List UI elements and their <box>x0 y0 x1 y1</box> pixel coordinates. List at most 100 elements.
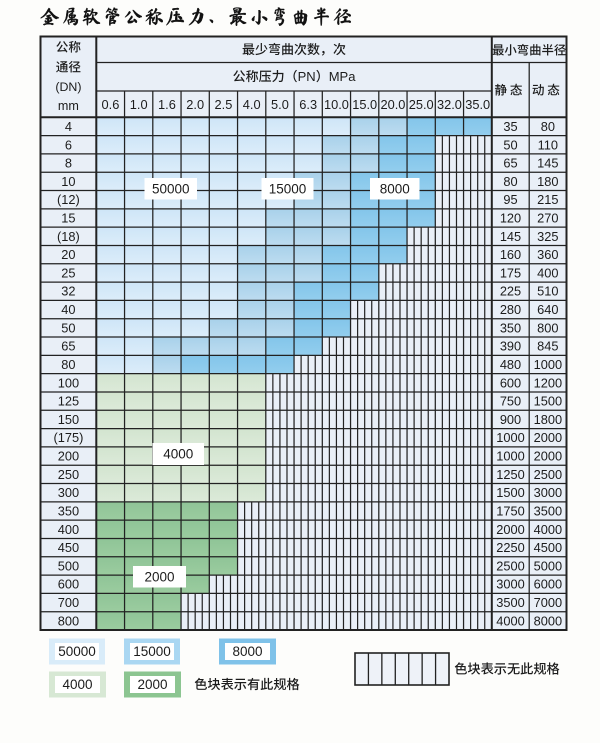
svg-text:360: 360 <box>537 247 558 262</box>
svg-text:125: 125 <box>58 394 79 409</box>
svg-text:65: 65 <box>503 156 517 171</box>
svg-text:450: 450 <box>58 540 79 555</box>
svg-text:700: 700 <box>58 595 79 610</box>
svg-text:1250: 1250 <box>496 467 524 482</box>
svg-text:270: 270 <box>537 210 558 225</box>
svg-text:4: 4 <box>65 119 72 134</box>
svg-text:600: 600 <box>58 577 79 592</box>
svg-text:0.6: 0.6 <box>102 97 120 112</box>
svg-text:2.5: 2.5 <box>215 97 233 112</box>
svg-text:350: 350 <box>500 320 521 335</box>
svg-text:5.0: 5.0 <box>271 97 289 112</box>
svg-text:32: 32 <box>61 284 75 299</box>
svg-text:510: 510 <box>537 284 558 299</box>
svg-text:2000: 2000 <box>496 522 524 537</box>
svg-text:2000: 2000 <box>534 449 562 464</box>
svg-text:1200: 1200 <box>534 375 562 390</box>
svg-text:静 态: 静 态 <box>494 79 522 98</box>
svg-text:3000: 3000 <box>496 577 524 592</box>
svg-text:750: 750 <box>500 394 521 409</box>
svg-text:4500: 4500 <box>534 540 562 555</box>
svg-text:1000: 1000 <box>496 449 524 464</box>
svg-text:600: 600 <box>500 375 521 390</box>
svg-text:1800: 1800 <box>534 412 562 427</box>
svg-text:1000: 1000 <box>534 357 562 372</box>
svg-text:390: 390 <box>500 339 521 354</box>
svg-text:1500: 1500 <box>496 485 524 500</box>
svg-text:80: 80 <box>541 119 555 134</box>
svg-text:15: 15 <box>61 210 75 225</box>
svg-text:80: 80 <box>503 174 517 189</box>
svg-text:公称压力（PN）MPa: 公称压力（PN）MPa <box>233 66 357 85</box>
svg-text:400: 400 <box>58 522 79 537</box>
svg-text:15000: 15000 <box>133 644 171 659</box>
svg-text:800: 800 <box>58 613 79 628</box>
svg-text:2000: 2000 <box>137 677 167 692</box>
svg-text:50: 50 <box>503 137 517 152</box>
svg-text:35: 35 <box>503 119 517 134</box>
svg-text:色块表示无此规格: 色块表示无此规格 <box>454 659 560 678</box>
svg-text:6.3: 6.3 <box>299 97 317 112</box>
svg-text:280: 280 <box>500 302 521 317</box>
svg-text:4000: 4000 <box>163 447 193 462</box>
svg-text:215: 215 <box>537 192 558 207</box>
svg-text:300: 300 <box>58 485 79 500</box>
svg-text:mm: mm <box>58 99 79 113</box>
svg-text:4000: 4000 <box>496 613 524 628</box>
svg-text:1.6: 1.6 <box>158 97 176 112</box>
svg-text:3500: 3500 <box>496 595 524 610</box>
svg-text:40: 40 <box>61 302 75 317</box>
svg-text:2500: 2500 <box>496 558 524 573</box>
svg-text:400: 400 <box>537 265 558 280</box>
svg-text:150: 150 <box>58 412 79 427</box>
svg-text:(DN): (DN) <box>55 80 81 94</box>
svg-text:8: 8 <box>65 156 72 171</box>
svg-text:1.0: 1.0 <box>130 97 148 112</box>
svg-text:2.0: 2.0 <box>186 97 204 112</box>
svg-text:95: 95 <box>503 192 517 207</box>
svg-text:公称: 公称 <box>56 36 82 55</box>
svg-text:6: 6 <box>65 137 72 152</box>
svg-text:动 态: 动 态 <box>532 79 560 98</box>
svg-text:100: 100 <box>58 375 79 390</box>
svg-text:800: 800 <box>537 320 558 335</box>
svg-text:3000: 3000 <box>534 485 562 500</box>
svg-text:480: 480 <box>500 357 521 372</box>
svg-text:32.0: 32.0 <box>437 97 462 112</box>
svg-text:最小弯曲半径: 最小弯曲半径 <box>492 40 566 58</box>
svg-text:900: 900 <box>500 412 521 427</box>
svg-text:175: 175 <box>500 265 521 280</box>
svg-text:500: 500 <box>58 558 79 573</box>
svg-text:(12): (12) <box>57 192 80 207</box>
svg-text:2000: 2000 <box>534 430 562 445</box>
svg-text:145: 145 <box>500 229 521 244</box>
svg-text:120: 120 <box>500 210 521 225</box>
svg-text:1500: 1500 <box>534 394 562 409</box>
svg-text:65: 65 <box>61 339 75 354</box>
svg-text:10: 10 <box>61 174 75 189</box>
svg-text:640: 640 <box>537 302 558 317</box>
svg-text:通径: 通径 <box>56 56 82 75</box>
svg-text:7000: 7000 <box>534 595 562 610</box>
svg-text:50000: 50000 <box>152 181 190 196</box>
svg-text:6000: 6000 <box>534 577 562 592</box>
svg-text:845: 845 <box>537 339 558 354</box>
svg-text:50: 50 <box>61 320 75 335</box>
svg-text:180: 180 <box>537 174 558 189</box>
svg-text:色块表示有此规格: 色块表示有此规格 <box>194 674 300 693</box>
svg-text:1750: 1750 <box>496 503 524 518</box>
svg-text:(18): (18) <box>57 229 80 244</box>
svg-text:50000: 50000 <box>58 644 96 659</box>
svg-text:110: 110 <box>538 137 558 152</box>
svg-text:3500: 3500 <box>534 503 562 518</box>
svg-text:金属软管公称压力、最小弯曲半径: 金属软管公称压力、最小弯曲半径 <box>40 7 354 27</box>
svg-text:10.0: 10.0 <box>324 97 349 112</box>
svg-text:225: 225 <box>500 284 521 299</box>
svg-text:15000: 15000 <box>269 181 307 196</box>
svg-text:25.0: 25.0 <box>409 97 434 112</box>
svg-text:2250: 2250 <box>496 540 524 555</box>
svg-text:145: 145 <box>537 156 558 171</box>
svg-text:1000: 1000 <box>496 430 524 445</box>
svg-text:8000: 8000 <box>232 644 262 659</box>
svg-text:200: 200 <box>58 449 79 464</box>
